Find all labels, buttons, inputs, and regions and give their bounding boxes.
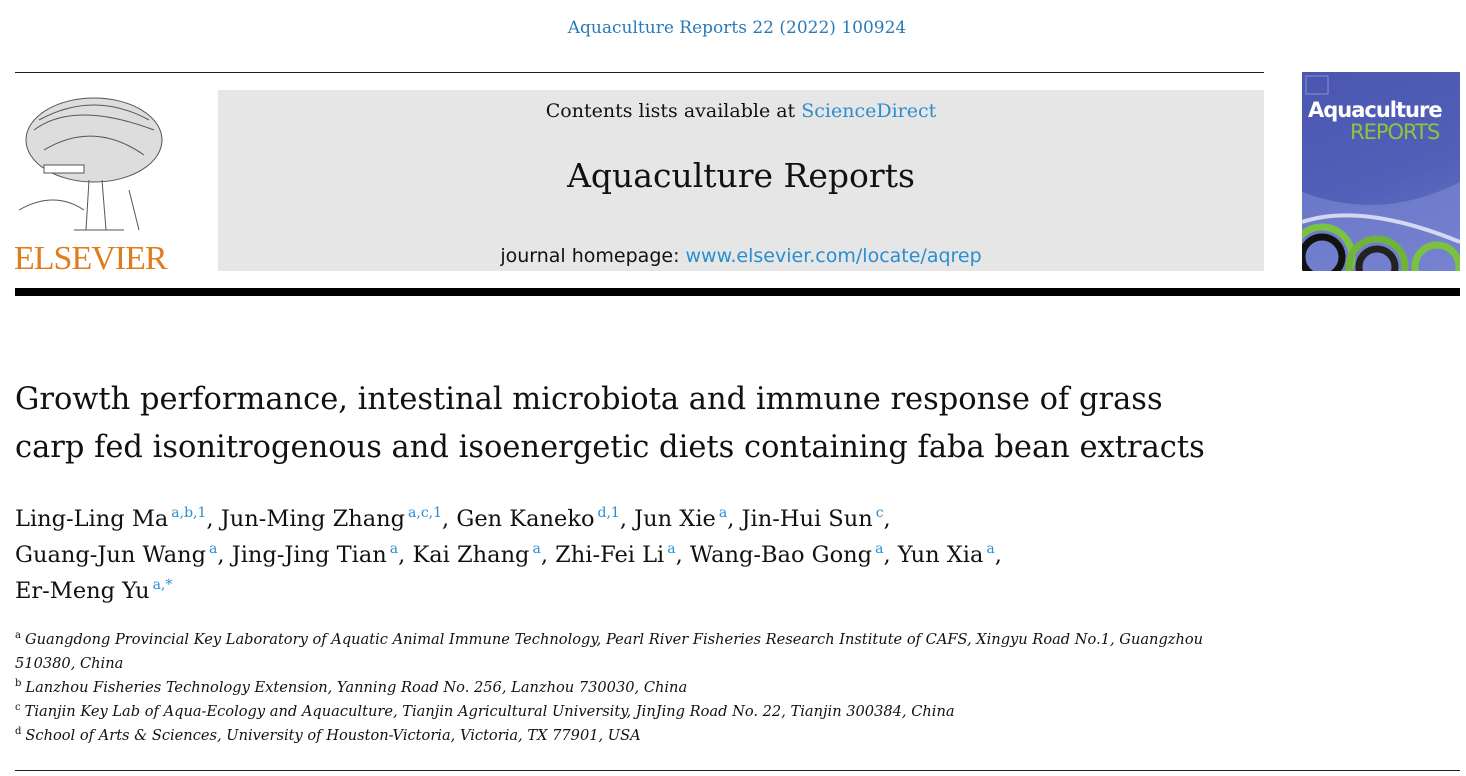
affiliation-text: School of Arts & Sciences, University of… bbox=[25, 727, 641, 744]
elsevier-tree-logo-icon bbox=[14, 90, 179, 274]
affiliation-line: a Guangdong Provincial Key Laboratory of … bbox=[15, 628, 1203, 652]
journal-name: Aquaculture Reports bbox=[567, 156, 915, 195]
elsevier-wordmark: ELSEVIER bbox=[14, 240, 168, 277]
author-affiliation-marker[interactable]: a,c,1 bbox=[408, 505, 443, 521]
affiliation-line: d School of Arts & Sciences, University o… bbox=[15, 724, 1203, 748]
author-affiliation-marker[interactable]: a bbox=[667, 541, 676, 557]
author-line: Ling-Ling Ma a,b,1, Jun-Ming Zhang a,c,1, … bbox=[15, 505, 891, 532]
affiliation-text: Lanzhou Fisheries Technology Extension, … bbox=[25, 679, 688, 696]
author-line: Guang-Jun Wang a, Jing-Jing Tian a, Kai Zh… bbox=[15, 541, 1002, 568]
author-name[interactable]: Jing-Jing Tian bbox=[231, 542, 387, 568]
author-name[interactable]: Guang-Jun Wang bbox=[15, 542, 207, 568]
author-affiliation-marker[interactable]: a,* bbox=[152, 577, 173, 593]
affiliation-line: b Lanzhou Fisheries Technology Extension,… bbox=[15, 676, 1203, 700]
author-name[interactable]: Jin-Hui Sun bbox=[741, 506, 873, 532]
top-divider bbox=[15, 72, 1264, 73]
homepage-prefix: journal homepage: bbox=[500, 245, 686, 267]
author-name[interactable]: Yun Xia bbox=[897, 542, 984, 568]
author-affiliation-marker[interactable]: a bbox=[875, 541, 884, 557]
affiliation-text: 510380, China bbox=[15, 655, 124, 672]
author-affiliation-marker[interactable]: a bbox=[532, 541, 541, 557]
affiliation-label: c bbox=[15, 702, 21, 713]
affiliation-list: a Guangdong Provincial Key Laboratory of … bbox=[15, 628, 1203, 748]
affiliation-line: 510380, China bbox=[15, 652, 1203, 676]
author-affiliation-marker[interactable]: a,b,1 bbox=[171, 505, 207, 521]
author-name[interactable]: Er-Meng Yu bbox=[15, 578, 150, 604]
affiliation-line: c Tianjin Key Lab of Aqua-Ecology and Aqu… bbox=[15, 700, 1203, 724]
contents-prefix: Contents lists available at bbox=[545, 100, 802, 122]
author-name[interactable]: Jun Xie bbox=[634, 506, 716, 532]
author-name[interactable]: Wang-Bao Gong bbox=[689, 542, 873, 568]
author-affiliation-marker[interactable]: a bbox=[986, 541, 995, 557]
homepage-link[interactable]: www.elsevier.com/locate/aqrep bbox=[685, 245, 982, 267]
author-name[interactable]: Zhi-Fei Li bbox=[555, 542, 665, 568]
author-name[interactable]: Kai Zhang bbox=[412, 542, 530, 568]
affiliation-text: Guangdong Provincial Key Laboratory of A… bbox=[24, 631, 1204, 648]
author-name[interactable]: Gen Kaneko bbox=[456, 506, 595, 532]
affiliation-label: a bbox=[15, 630, 21, 641]
cover-title: Aquaculture bbox=[1308, 98, 1443, 122]
cover-subtitle: REPORTS bbox=[1350, 120, 1440, 144]
author-name[interactable]: Ling-Ling Ma bbox=[15, 506, 169, 532]
affiliation-label: b bbox=[15, 678, 22, 689]
bottom-divider bbox=[15, 770, 1460, 771]
author-line: Er-Meng Yu a,* bbox=[15, 573, 1002, 609]
title-line: Growth performance, intestinal microbiot… bbox=[15, 382, 1163, 417]
author-name[interactable]: Jun-Ming Zhang bbox=[220, 506, 406, 532]
contents-line: Contents lists available at ScienceDirec… bbox=[218, 100, 1264, 122]
author-affiliation-marker[interactable]: a bbox=[209, 541, 218, 557]
affiliation-text: Tianjin Key Lab of Aqua-Ecology and Aqua… bbox=[24, 703, 955, 720]
author-affiliation-marker[interactable]: d,1 bbox=[597, 505, 620, 521]
author-affiliation-marker[interactable]: a bbox=[718, 505, 728, 521]
header-divider bbox=[15, 288, 1460, 296]
article-title: Growth performance, intestinal microbiot… bbox=[15, 376, 1205, 472]
journal-cover-image[interactable]: Aquaculture REPORTS bbox=[1302, 72, 1460, 271]
homepage-line: journal homepage: www.elsevier.com/locat… bbox=[218, 245, 1264, 267]
author-affiliation-marker[interactable]: a bbox=[389, 541, 399, 557]
title-line: carp fed isonitrogenous and isoenergetic… bbox=[15, 430, 1205, 465]
affiliation-label: d bbox=[15, 726, 22, 737]
author-affiliation-marker[interactable]: c bbox=[875, 505, 884, 521]
journal-reference[interactable]: Aquaculture Reports 22 (2022) 100924 bbox=[567, 18, 907, 38]
author-list: Ling-Ling Ma a,b,1, Jun-Ming Zhang a,c,1, … bbox=[15, 501, 1002, 609]
journal-header-box: Contents lists available at ScienceDirec… bbox=[218, 90, 1264, 271]
sciencedirect-link[interactable]: ScienceDirect bbox=[801, 100, 937, 122]
